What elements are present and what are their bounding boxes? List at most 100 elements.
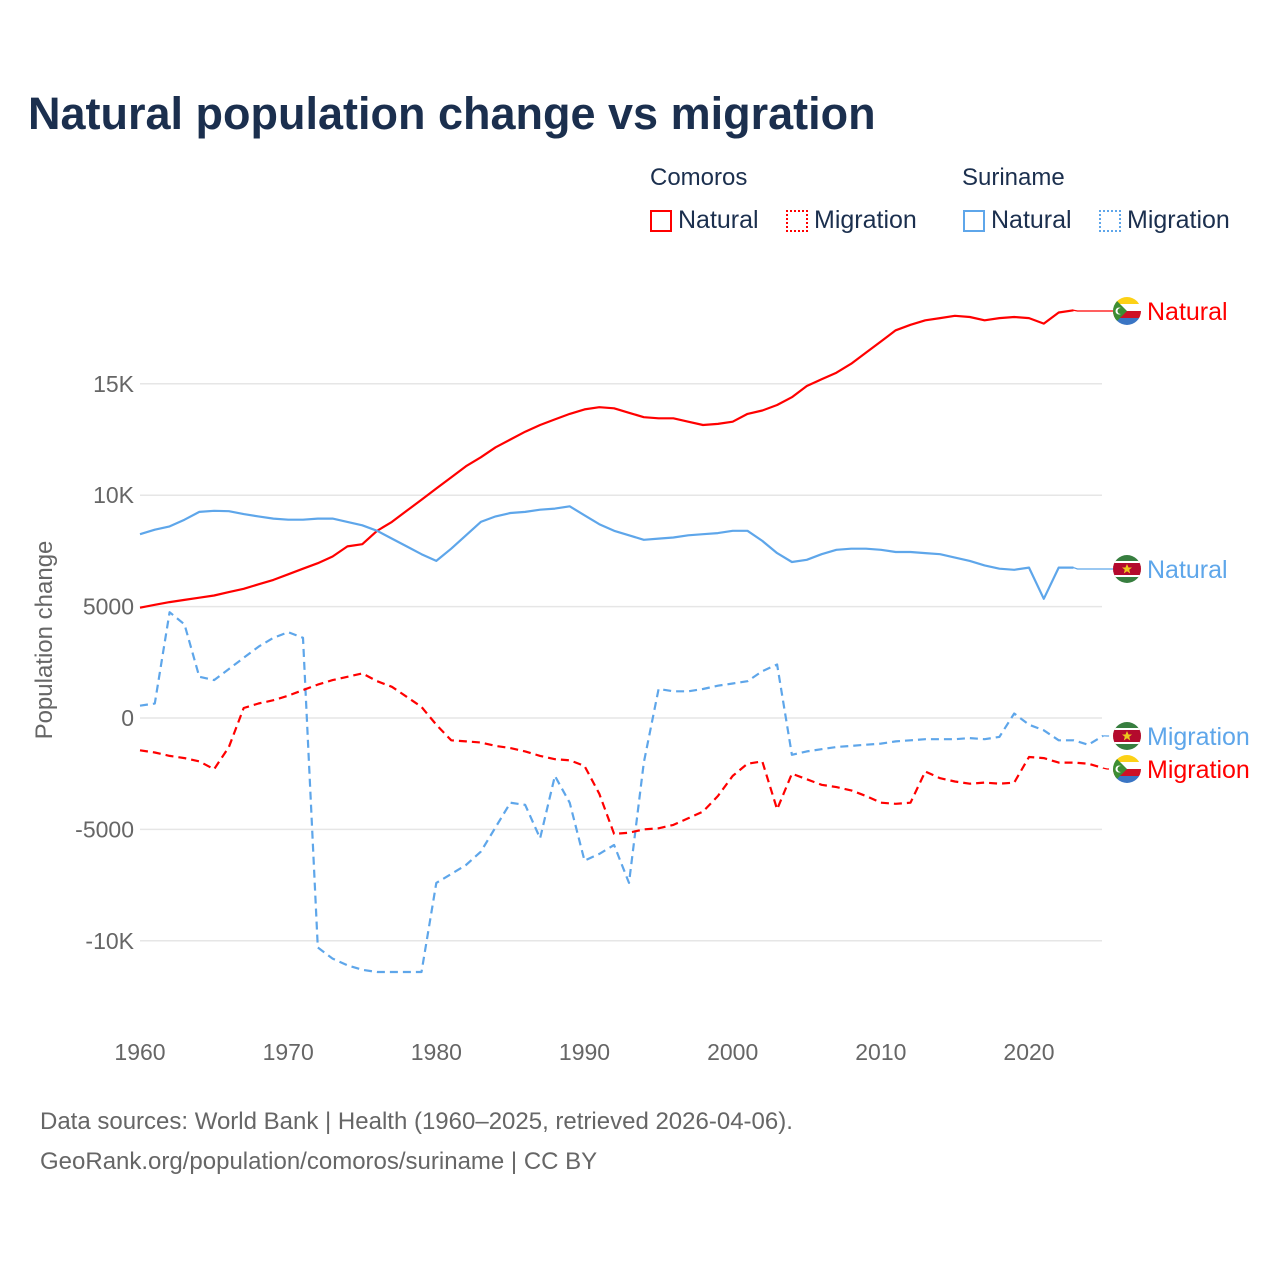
data-point[interactable] [212, 678, 217, 683]
data-point[interactable] [641, 827, 646, 832]
data-point[interactable] [819, 377, 824, 382]
data-point[interactable] [834, 744, 839, 749]
data-point[interactable] [612, 831, 617, 836]
data-point[interactable] [789, 752, 794, 757]
data-point[interactable] [671, 822, 676, 827]
data-point[interactable] [626, 533, 631, 538]
data-point[interactable] [745, 761, 750, 766]
data-point[interactable] [226, 590, 231, 595]
data-point[interactable] [315, 945, 320, 950]
series-line-suriname-migration[interactable] [139, 611, 1104, 974]
data-point[interactable] [389, 536, 394, 541]
data-point[interactable] [404, 508, 409, 513]
data-point[interactable] [612, 842, 617, 847]
data-point[interactable] [212, 593, 217, 598]
data-point[interactable] [967, 314, 972, 319]
data-point[interactable] [567, 411, 572, 416]
data-point[interactable] [582, 858, 587, 863]
data-point[interactable] [138, 703, 143, 708]
data-point[interactable] [760, 669, 765, 674]
data-point[interactable] [626, 880, 631, 885]
data-point[interactable] [864, 742, 869, 747]
data-point[interactable] [197, 595, 202, 600]
data-point[interactable] [864, 546, 869, 551]
data-point[interactable] [538, 423, 543, 428]
data-point[interactable] [330, 554, 335, 559]
data-point[interactable] [523, 429, 528, 434]
series-line-comoros-migration[interactable] [139, 672, 1104, 836]
data-point[interactable] [523, 749, 528, 754]
data-point[interactable] [789, 395, 794, 400]
data-point[interactable] [1012, 314, 1017, 319]
data-point[interactable] [375, 969, 380, 974]
data-point[interactable] [330, 516, 335, 521]
data-point[interactable] [449, 546, 454, 551]
data-point[interactable] [538, 507, 543, 512]
data-point[interactable] [152, 527, 157, 532]
data-point[interactable] [478, 519, 483, 524]
data-point[interactable] [893, 739, 898, 744]
data-point[interactable] [300, 566, 305, 571]
data-point[interactable] [493, 445, 498, 450]
data-point[interactable] [345, 544, 350, 549]
data-point[interactable] [315, 561, 320, 566]
data-point[interactable] [389, 969, 394, 974]
data-point[interactable] [671, 416, 676, 421]
data-point[interactable] [419, 552, 424, 557]
data-point[interactable] [804, 557, 809, 562]
data-point[interactable] [789, 771, 794, 776]
data-point[interactable] [182, 597, 187, 602]
data-point[interactable] [1041, 596, 1046, 601]
data-point[interactable] [1041, 728, 1046, 733]
data-point[interactable] [449, 475, 454, 480]
data-point[interactable] [715, 683, 720, 688]
data-point[interactable] [715, 793, 720, 798]
data-point[interactable] [701, 532, 706, 537]
data-point[interactable] [745, 679, 750, 684]
data-point[interactable] [1056, 738, 1061, 743]
data-point[interactable] [612, 528, 617, 533]
data-point[interactable] [641, 537, 646, 542]
data-point[interactable] [582, 407, 587, 412]
data-point[interactable] [834, 370, 839, 375]
data-point[interactable] [893, 550, 898, 555]
data-point[interactable] [345, 519, 350, 524]
legend-item-suriname-natural[interactable]: Natural [963, 206, 1072, 235]
data-point[interactable] [286, 572, 291, 577]
data-point[interactable] [878, 800, 883, 805]
data-point[interactable] [1086, 742, 1091, 747]
data-point[interactable] [241, 705, 246, 710]
data-point[interactable] [997, 316, 1002, 321]
data-point[interactable] [1056, 310, 1061, 315]
data-point[interactable] [538, 836, 543, 841]
data-point[interactable] [1041, 756, 1046, 761]
data-point[interactable] [434, 558, 439, 563]
data-point[interactable] [226, 744, 231, 749]
data-point[interactable] [508, 437, 513, 442]
data-point[interactable] [552, 417, 557, 422]
data-point[interactable] [982, 318, 987, 323]
data-point[interactable] [538, 753, 543, 758]
data-point[interactable] [893, 328, 898, 333]
data-point[interactable] [656, 826, 661, 831]
data-point[interactable] [760, 408, 765, 413]
data-point[interactable] [182, 622, 187, 627]
data-point[interactable] [375, 679, 380, 684]
data-point[interactable] [197, 759, 202, 764]
data-point[interactable] [167, 600, 172, 605]
data-point[interactable] [923, 318, 928, 323]
data-point[interactable] [864, 793, 869, 798]
data-point[interactable] [330, 956, 335, 961]
data-point[interactable] [360, 523, 365, 528]
data-point[interactable] [463, 533, 468, 538]
data-point[interactable] [567, 504, 572, 509]
data-point[interactable] [849, 546, 854, 551]
data-point[interactable] [212, 767, 217, 772]
data-point[interactable] [952, 313, 957, 318]
data-point[interactable] [1027, 722, 1032, 727]
data-point[interactable] [271, 577, 276, 582]
data-point[interactable] [878, 339, 883, 344]
data-point[interactable] [982, 737, 987, 742]
data-point[interactable] [715, 531, 720, 536]
data-point[interactable] [597, 791, 602, 796]
